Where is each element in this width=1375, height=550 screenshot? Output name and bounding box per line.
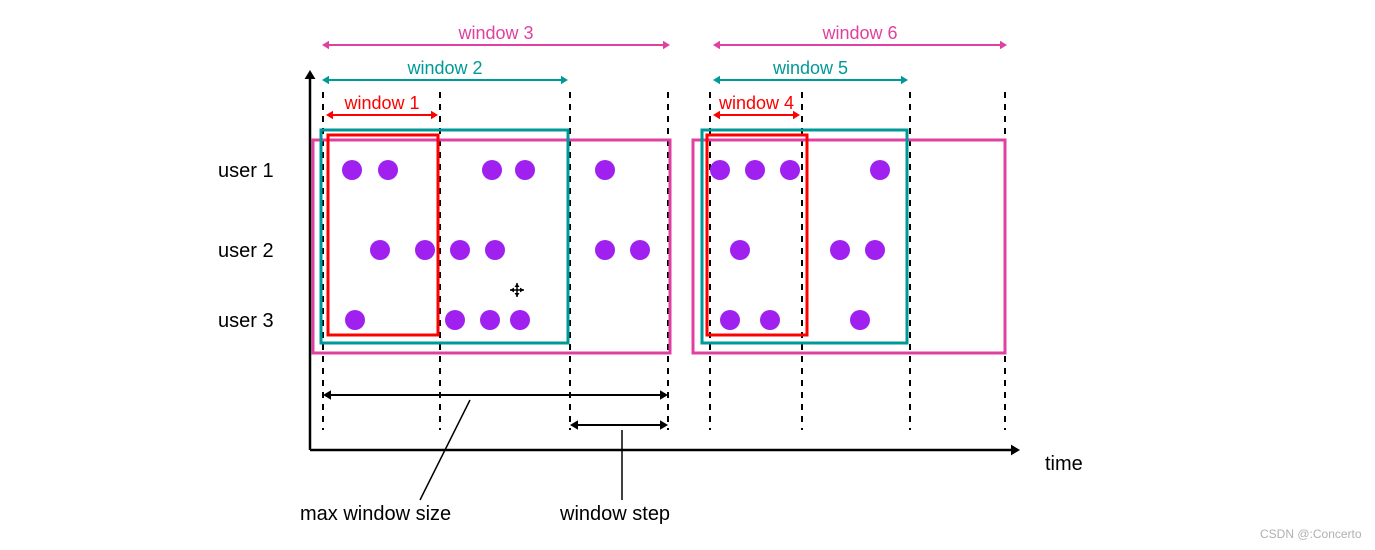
dot-19 [445,310,465,330]
user-labels: user 1 user 2 user 3 [218,160,274,332]
watermark: CSDN @:Concerto [1260,527,1362,541]
window-1-span: window 1 [326,93,438,119]
guides [323,92,1005,430]
dot-24 [850,310,870,330]
dot-12 [485,240,505,260]
max-window-size-label: max window size [300,503,451,525]
dot-11 [450,240,470,260]
window-3-span: window 3 [322,23,670,49]
window-4-span: window 4 [713,93,800,119]
dot-17 [865,240,885,260]
bottom-arrows [323,390,668,430]
dot-0 [342,160,362,180]
top-arrows: window 3 window 6 window 2 window 5 window 1… [322,23,1007,119]
dot-8 [870,160,890,180]
dot-16 [830,240,850,260]
window-2-span: window 2 [322,58,568,84]
dot-1 [378,160,398,180]
dot-9 [370,240,390,260]
dot-4 [595,160,615,180]
window-boxes [313,130,1005,353]
max-window-size-arrow [323,390,668,400]
dot-18 [345,310,365,330]
dot-23 [760,310,780,330]
user-label-3: user 3 [218,310,274,332]
callouts: max window size window step [300,400,670,525]
dot-22 [720,310,740,330]
dot-14 [630,240,650,260]
dot-6 [745,160,765,180]
window-1-span-label: window 1 [343,93,419,113]
window-6-span: window 6 [713,23,1007,49]
dot-3 [515,160,535,180]
user-label-2: user 2 [218,240,274,262]
dot-13 [595,240,615,260]
window-4-span-label: window 4 [718,93,794,113]
window-step-arrow [570,420,668,430]
window-3-span-label: window 3 [457,23,533,43]
window-step-label: window step [559,503,670,525]
move-cursor-icon [510,283,524,297]
dot-7 [780,160,800,180]
dot-10 [415,240,435,260]
diagram-svg: timeuser 1user 2user 3window 3window 6wi… [0,0,1375,550]
window-5-span-label: window 5 [772,58,848,78]
dot-20 [480,310,500,330]
user-label-1: user 1 [218,160,274,182]
dot-2 [482,160,502,180]
dot-15 [730,240,750,260]
x-axis-label: time [1045,453,1083,475]
dot-21 [510,310,530,330]
window-2-span-label: window 2 [406,58,482,78]
dot-5 [710,160,730,180]
window-5-span: window 5 [713,58,908,84]
window-6-span-label: window 6 [821,23,897,43]
